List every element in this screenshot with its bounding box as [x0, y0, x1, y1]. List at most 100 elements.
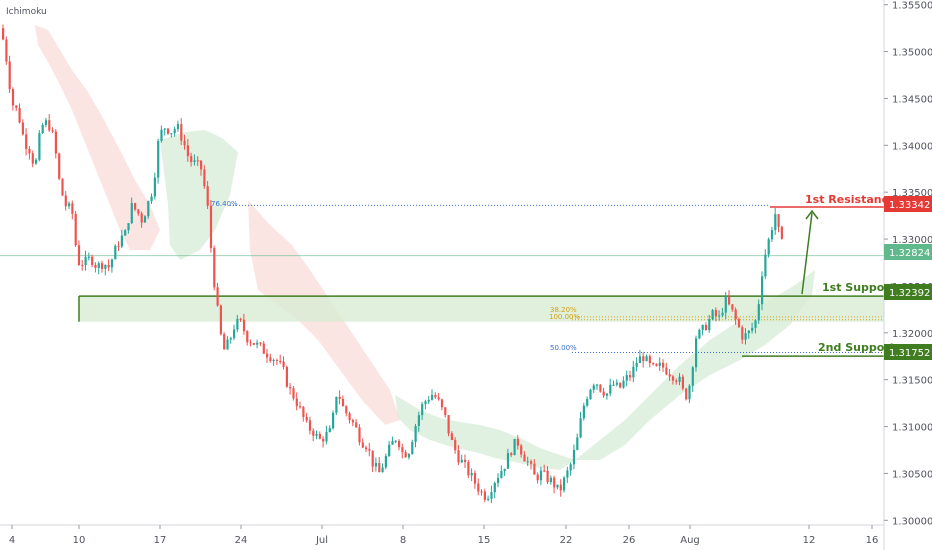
projection-arrow-line: [801, 212, 813, 295]
candle-body: [503, 468, 506, 472]
candle-body: [417, 415, 420, 426]
candle-body: [625, 375, 628, 381]
candle-body: [143, 216, 147, 223]
candle-body: [28, 148, 31, 154]
candle-body: [500, 471, 503, 478]
candle-body: [566, 470, 569, 478]
fib-100-label: 100.00%: [549, 313, 580, 321]
support1-label: 1st Support: [822, 281, 895, 294]
candle-body: [437, 397, 440, 400]
candle-body: [157, 140, 160, 178]
svg-text:1.33342: 1.33342: [889, 200, 930, 211]
y-tick-label: 1.33000: [892, 235, 932, 246]
candle-body: [470, 472, 473, 476]
candle-body: [619, 382, 622, 388]
candle-body: [473, 472, 477, 484]
candle-body: [31, 153, 34, 164]
candle-body: [312, 430, 315, 436]
candle-body: [35, 159, 38, 164]
candle-body: [444, 407, 447, 416]
candle-body: [592, 385, 595, 390]
candle-body: [233, 329, 236, 339]
candle-body: [741, 327, 744, 340]
candle-body: [246, 331, 249, 343]
x-tick-label: 4: [9, 535, 15, 546]
y-tick-label: 1.30000: [892, 516, 932, 527]
candle-body: [193, 160, 196, 162]
candle-body: [447, 415, 450, 434]
candle-body: [219, 305, 222, 335]
candle-body: [404, 452, 407, 458]
candle-body: [642, 356, 645, 362]
candle-body: [407, 454, 411, 458]
candle-body: [513, 438, 516, 456]
candle-body: [582, 405, 585, 419]
candle-body: [173, 129, 176, 134]
x-tick-label: 26: [623, 535, 636, 546]
candle-body: [140, 213, 143, 223]
candle-body: [299, 406, 302, 408]
candle-body: [533, 463, 536, 475]
candle-body: [170, 133, 173, 135]
candle-body: [81, 264, 84, 266]
candle-body: [200, 160, 203, 170]
candle-body: [252, 343, 255, 345]
candle-body: [351, 420, 354, 423]
candle-body: [223, 334, 226, 350]
candle-body: [180, 124, 183, 141]
x-tick-label: 22: [560, 535, 573, 546]
resistance-label: 1st Resistance: [805, 193, 896, 206]
candle-body: [137, 209, 140, 214]
candle-body: [5, 39, 8, 62]
candle-body: [427, 399, 430, 402]
candle-body: [279, 360, 282, 362]
candle-body: [87, 256, 90, 258]
x-tick-label: 16: [866, 535, 879, 546]
candle-body: [361, 442, 364, 448]
candle-body: [635, 363, 638, 367]
candle-body: [61, 178, 64, 196]
candle-body: [764, 254, 767, 277]
candle-body: [688, 385, 691, 400]
x-tick-label: 8: [400, 535, 406, 546]
candle-body: [757, 304, 760, 321]
candle-body: [127, 223, 130, 231]
candle-body: [477, 483, 480, 492]
candle-body: [526, 461, 529, 463]
candle-body: [490, 492, 493, 499]
candle-body: [615, 382, 618, 385]
candle-body: [134, 203, 137, 210]
candle-body: [685, 388, 688, 400]
candle-body: [440, 399, 444, 408]
candle-body: [424, 401, 427, 405]
candle-body: [645, 356, 648, 362]
candle-body: [780, 226, 783, 239]
candle-body: [414, 425, 417, 442]
candle-body: [190, 156, 193, 162]
candle-body: [431, 394, 434, 400]
support1-price-tag: 1.32392: [884, 284, 932, 300]
candle-body: [153, 177, 156, 197]
candle-body: [272, 360, 275, 362]
candle-body: [84, 256, 87, 266]
candle-body: [599, 384, 602, 392]
candle-body: [196, 160, 199, 162]
candle-body: [668, 374, 671, 377]
candle-body: [77, 245, 81, 265]
candle-body: [305, 416, 308, 421]
candle-body: [41, 124, 44, 134]
candle-body: [652, 363, 655, 365]
candle-body: [345, 406, 348, 414]
x-tick-label: 12: [803, 535, 816, 546]
candle-body: [209, 205, 213, 248]
candle-body: [101, 263, 104, 269]
candle-body: [563, 477, 566, 491]
candle-body: [506, 453, 510, 469]
candle-body: [21, 122, 24, 135]
candle-body: [589, 389, 592, 399]
candle-body: [678, 376, 681, 382]
candle-body: [708, 319, 711, 331]
candle-body: [530, 461, 533, 464]
candle-body: [638, 356, 642, 364]
candle-body: [58, 153, 61, 179]
